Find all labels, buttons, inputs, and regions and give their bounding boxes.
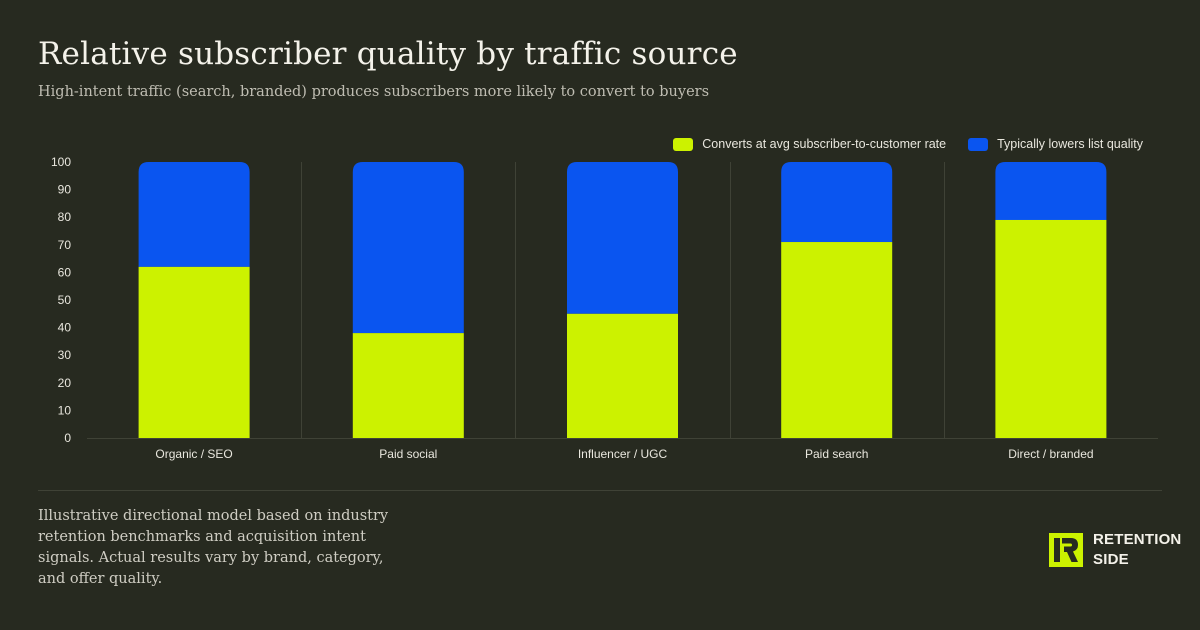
bar-segment-converts [995, 219, 1107, 438]
bar-segment-converts [352, 333, 464, 438]
chart-legend: Converts at avg subscriber-to-customer r… [673, 137, 1143, 151]
legend-item-lowers-quality: Typically lowers list quality [968, 137, 1143, 151]
legend-label-lowers-quality: Typically lowers list quality [997, 137, 1143, 151]
y-tick-label: 20 [58, 376, 72, 390]
bar-segment-converts [567, 313, 678, 438]
y-tick-label: 100 [51, 155, 71, 169]
x-tick-label: Influencer / UGC [578, 447, 668, 461]
y-tick-label: 60 [58, 265, 72, 279]
legend-label-converts: Converts at avg subscriber-to-customer r… [702, 137, 947, 151]
brand-name: RETENTION SIDE [1093, 531, 1182, 568]
legend-swatch-lowers-quality [968, 137, 989, 151]
y-tick-label: 10 [58, 403, 72, 417]
stacked-bar-chart: 0 10 20 30 40 50 60 70 80 90 100 Organic / SEO Paid … [51, 155, 1158, 461]
y-tick-label: 70 [58, 238, 72, 252]
bar-segment-converts [138, 266, 250, 438]
footnote: Illustrative directional model based on … [38, 508, 389, 587]
bar-segment-lowers-quality [567, 162, 678, 314]
y-tick-label: 30 [58, 348, 72, 362]
y-tick-label: 50 [58, 293, 72, 307]
brand-logo: RETENTION SIDE [1049, 530, 1181, 570]
chart-subtitle: High-intent traffic (search, branded) pr… [38, 84, 710, 100]
bar-segment-lowers-quality [781, 162, 893, 243]
legend-item-converts: Converts at avg subscriber-to-customer r… [673, 137, 946, 151]
y-tick-label: 40 [58, 321, 72, 335]
legend-swatch-converts [673, 137, 694, 151]
x-tick-label: Paid search [805, 447, 868, 461]
x-tick-label: Organic / SEO [155, 447, 232, 461]
y-tick-label: 0 [64, 431, 71, 445]
bar-segment-lowers-quality [352, 162, 464, 334]
bar-segment-converts [781, 242, 893, 438]
bar-segment-lowers-quality [138, 162, 250, 267]
y-tick-label: 90 [58, 183, 72, 197]
bar-segment-lowers-quality [995, 162, 1107, 220]
y-tick-label: 80 [58, 210, 72, 224]
x-tick-label: Direct / branded [1008, 447, 1093, 461]
footer-divider [38, 490, 1162, 491]
retention-side-logo-icon [1049, 533, 1083, 567]
chart-title: Relative subscriber quality by traffic s… [38, 36, 738, 72]
x-tick-label: Paid social [379, 447, 437, 461]
